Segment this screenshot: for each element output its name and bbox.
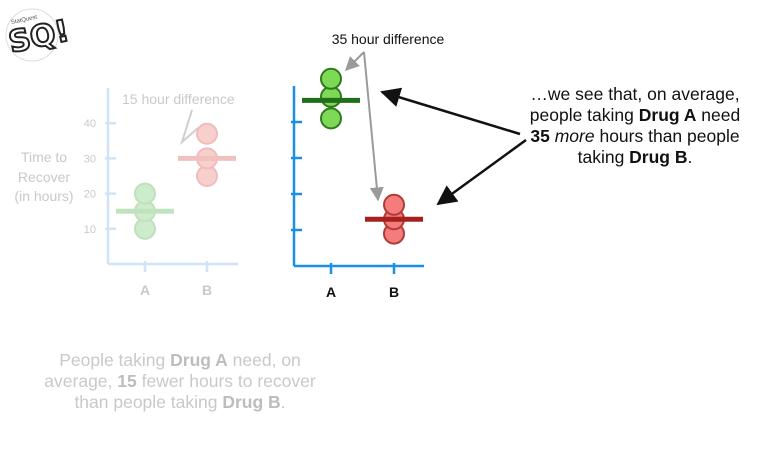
bottom-number: 15	[117, 371, 137, 391]
bottom-explanation-faded: People taking Drug A need, on average, 1…	[40, 350, 320, 413]
right-more: more	[554, 126, 595, 146]
y-tick-label: 20	[84, 189, 96, 201]
right-drug-b: Drug B	[629, 147, 688, 167]
data-point-a	[134, 182, 156, 205]
left-chart-faded: Time to Recover (in hours) 15 hour diffe…	[14, 88, 238, 298]
right-text-3: hours than people taking	[577, 126, 740, 167]
x-tick-label-a: A	[140, 282, 150, 298]
right-chart: 35 hour difference A B	[291, 31, 445, 300]
callout-arrow-to-mean-a	[380, 87, 521, 136]
right-drug-a: Drug A	[638, 105, 697, 125]
bottom-text-1: People taking	[59, 350, 171, 370]
right-text-4: .	[687, 147, 693, 167]
bottom-text-2: need, on average,	[44, 350, 301, 391]
right-annotation-arrow-1	[345, 51, 365, 71]
bottom-drug-b: Drug B	[222, 392, 281, 412]
y-tick-label: 10	[84, 224, 96, 236]
right-text-1: …we see that, on average, people taking	[529, 84, 740, 125]
right-annotation: 35 hour difference	[332, 31, 445, 47]
x-tick-label-b: B	[202, 282, 212, 298]
y-axis-label-line-3: (in hours)	[14, 188, 73, 204]
left-annotation: 15 hour difference	[122, 91, 235, 107]
statquest-logo: SQ! StatQuest	[5, 8, 73, 62]
y-tick-label: 30	[84, 153, 96, 165]
callout-arrow-to-mean-b	[436, 138, 527, 206]
right-explanation: …we see that, on average, people taking …	[520, 84, 750, 168]
data-point-a	[320, 67, 342, 90]
logo-text: StatQuest	[10, 15, 38, 26]
bottom-text-4: .	[280, 392, 286, 412]
y-tick-label: 40	[84, 118, 96, 130]
y-axis-label-line-1: Time to	[21, 149, 67, 165]
data-point-a	[320, 107, 342, 130]
data-point-b	[196, 122, 218, 145]
x-tick-label-b: B	[389, 284, 399, 300]
right-annotation-arrow-2	[363, 51, 384, 202]
bottom-text-3: fewer hours to recover than people takin…	[74, 371, 316, 412]
right-text-2: need	[696, 105, 741, 125]
left-annotation-arrow	[179, 109, 199, 146]
y-axis-label-line-2: Recover	[18, 169, 70, 185]
x-tick-label-a: A	[326, 284, 336, 300]
bottom-drug-a: Drug A	[170, 350, 228, 370]
right-number: 35	[530, 126, 550, 146]
data-point-b	[383, 193, 405, 216]
